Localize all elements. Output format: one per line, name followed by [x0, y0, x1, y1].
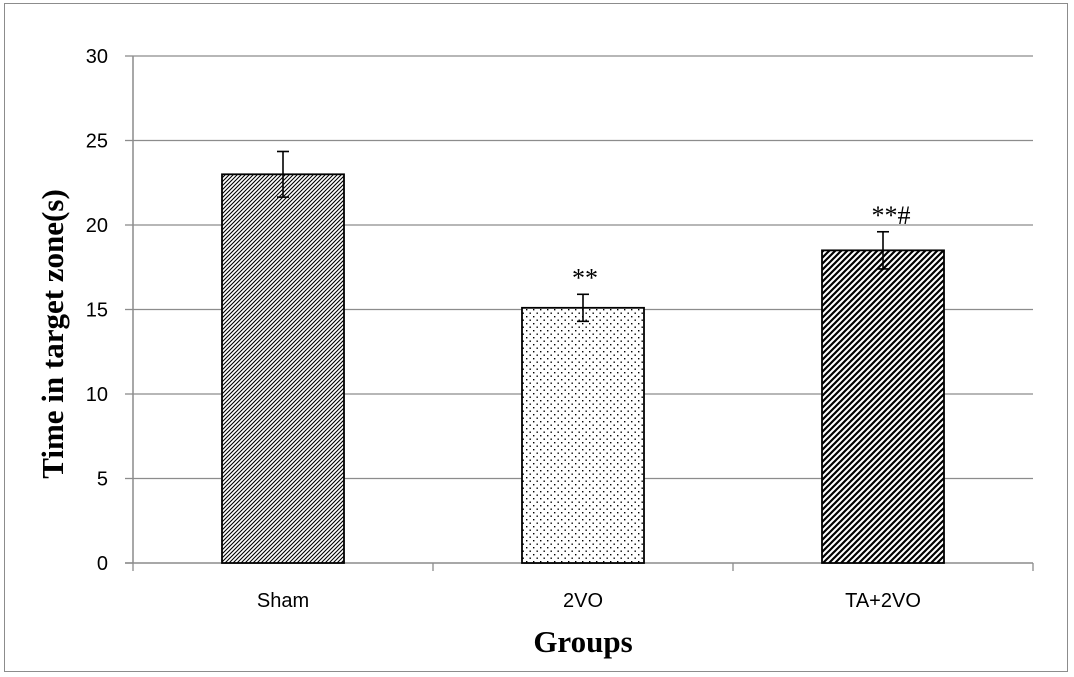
y-tick-label: 20: [86, 215, 108, 237]
y-tick-labels: 0 5 10 15 20 25 30: [86, 46, 108, 575]
error-bar: [577, 293, 589, 323]
x-axis-title: Groups: [533, 624, 632, 659]
error-bar: [877, 230, 889, 270]
y-tick-label: 10: [86, 384, 108, 406]
y-tick-label: 0: [97, 553, 108, 575]
error-bar: [277, 150, 289, 198]
y-tick-label: 25: [86, 131, 108, 153]
x-tick-labels: Sham 2VO TA+2VO: [257, 590, 921, 612]
bars: [221, 173, 945, 564]
bar-2vo: [521, 306, 645, 564]
bar-sham: [221, 173, 345, 564]
bar-ta-2vo: [821, 249, 945, 564]
error-bars: [277, 150, 889, 323]
y-tick-label: 5: [97, 469, 108, 491]
y-tick-label: 30: [86, 46, 108, 68]
x-tick-label: TA+2VO: [845, 590, 921, 612]
x-tick-label: 2VO: [563, 590, 603, 612]
significance-label: **: [572, 263, 598, 292]
x-tick-label: Sham: [257, 590, 309, 612]
significance-label: **#: [872, 201, 911, 230]
significance-labels: ** **#: [572, 201, 911, 293]
y-tick-label: 15: [86, 300, 108, 322]
y-axis-title: Time in target zone(s): [35, 189, 70, 479]
